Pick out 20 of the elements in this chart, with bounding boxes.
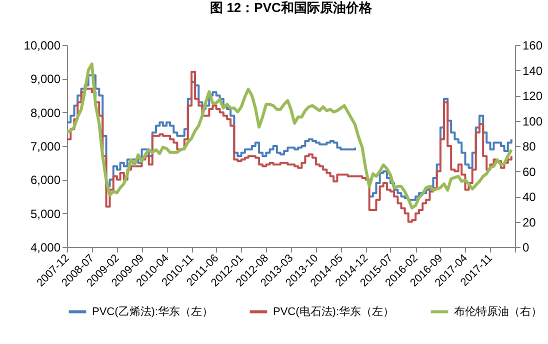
y2-tick-label: 40 xyxy=(522,190,536,204)
y2-tick-label: 80 xyxy=(522,140,536,154)
y2-tick-label: 140 xyxy=(522,64,543,78)
y-tick-label: 9,000 xyxy=(30,72,61,86)
legend-label: 布伦特原油（右） xyxy=(454,304,542,318)
y2-tick-label: 60 xyxy=(522,164,536,179)
y2-tick-label: 20 xyxy=(522,215,536,230)
y2-tick-label: 0 xyxy=(522,240,530,254)
legend-label: PVC(乙烯法):华东（左） xyxy=(92,304,213,318)
legend-label: PVC(电石法):华东（左） xyxy=(273,304,394,318)
y-tick-label: 7,000 xyxy=(30,140,61,154)
y-tick-label: 10,000 xyxy=(24,38,61,52)
y-tick-label: 5,000 xyxy=(30,206,61,221)
y2-tick-label: 100 xyxy=(522,114,543,128)
chart-title: 图 12：PVC和国际原油价格 xyxy=(210,0,373,15)
y2-tick-label: 160 xyxy=(522,38,543,52)
y-tick-label: 6,000 xyxy=(30,173,61,188)
y-tick-label: 4,000 xyxy=(30,240,61,254)
y2-tick-label: 120 xyxy=(522,89,543,103)
y-tick-label: 8,000 xyxy=(30,106,61,120)
